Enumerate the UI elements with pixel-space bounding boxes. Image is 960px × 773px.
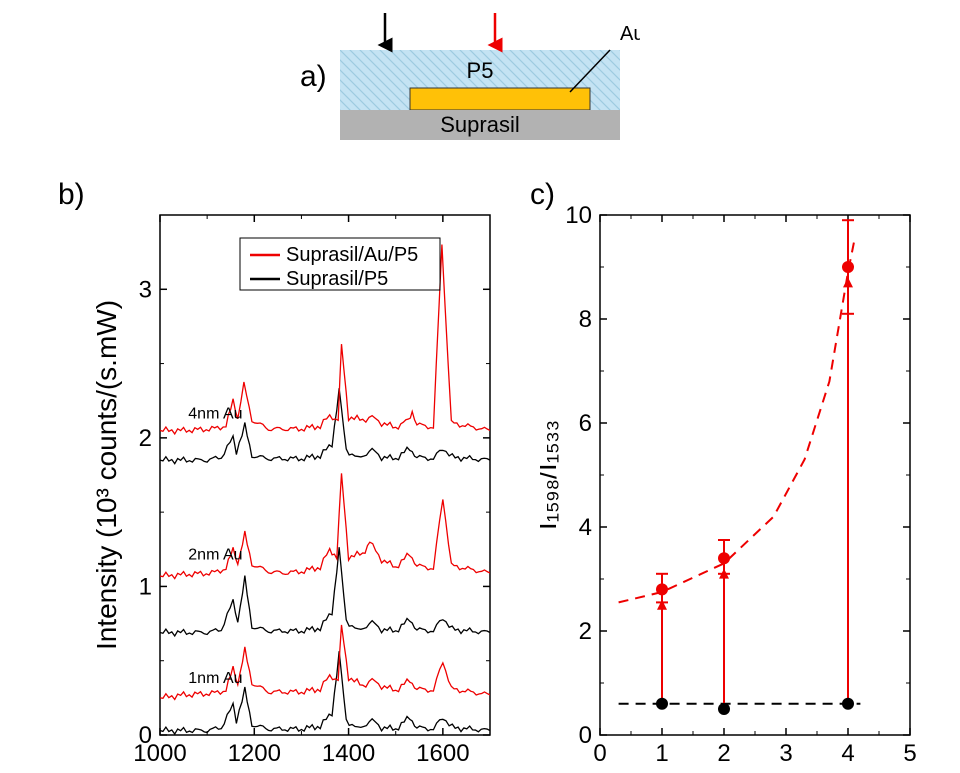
svg-text:Suprasil/Au/P5: Suprasil/Au/P5 [286,244,418,266]
svg-text:10: 10 [565,202,592,229]
svg-text:2: 2 [139,425,152,452]
svg-text:2: 2 [717,740,730,765]
svg-text:4: 4 [841,740,854,765]
svg-text:1200: 1200 [228,740,281,765]
svg-text:1400: 1400 [322,740,375,765]
panel-b-chart: 10001200140016000123Raman shift (cm⁻¹)In… [90,185,510,765]
svg-text:Au: Au [620,23,640,45]
svg-text:4: 4 [579,514,592,541]
svg-text:1: 1 [655,740,668,765]
svg-text:3: 3 [779,740,792,765]
svg-text:1nm Au: 1nm Au [188,670,242,687]
svg-text:3: 3 [139,276,152,303]
svg-text:0: 0 [593,740,606,765]
svg-text:0: 0 [579,722,592,749]
svg-text:Suprasil: Suprasil [440,112,519,137]
svg-text:2nm Au: 2nm Au [188,547,242,564]
svg-text:8: 8 [579,306,592,333]
svg-text:1: 1 [139,573,152,600]
svg-text:Intensity (10³ counts/(s.mW): Intensity (10³ counts/(s.mW) [91,300,122,650]
svg-text:6: 6 [579,410,592,437]
svg-text:I₁₅₉₈/I₁₅₃₃: I₁₅₉₈/I₁₅₃₃ [540,420,562,530]
svg-text:5: 5 [903,740,916,765]
svg-text:Suprasil/P5: Suprasil/P5 [286,268,388,290]
svg-text:4nm Au: 4nm Au [188,406,242,423]
svg-text:2: 2 [579,618,592,645]
panel-b-label: b) [58,178,85,212]
svg-text:1600: 1600 [416,740,469,765]
svg-text:P5: P5 [467,58,494,83]
panel-c-chart: 0123450246810Au thickness (nm)I₁₅₉₈/I₁₅₃… [540,185,930,765]
panel-a-diagram: P5 Suprasil Au [300,10,640,140]
svg-text:0: 0 [139,722,152,749]
